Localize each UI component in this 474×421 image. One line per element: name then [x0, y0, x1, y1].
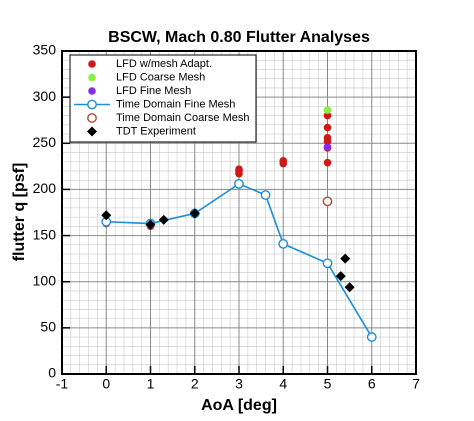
marker	[278, 238, 289, 249]
y-tick-label: 350	[33, 42, 57, 58]
marker	[235, 165, 243, 173]
legend-marker	[87, 126, 97, 137]
marker	[101, 210, 112, 221]
x-axis-label: AoA [deg]	[201, 397, 277, 414]
series-line	[106, 182, 373, 338]
marker	[323, 133, 332, 142]
x-tick-label: 5	[324, 376, 332, 392]
legend-label: LFD w/mesh Adapt.	[116, 58, 212, 70]
chart-title: BSCW, Mach 0.80 Flutter Analyses	[108, 29, 370, 46]
legend-box	[69, 54, 257, 143]
legend: LFD w/mesh Adapt.LFD Coarse Mesh LFD Fine…	[69, 54, 257, 143]
marker	[189, 208, 200, 219]
marker	[323, 123, 332, 132]
marker	[340, 253, 351, 264]
x-tick-label: 3	[235, 376, 243, 392]
x-tick-label: 0	[102, 376, 110, 392]
marker	[234, 178, 244, 189]
marker	[323, 111, 332, 120]
marker	[145, 219, 156, 230]
legend-marker	[87, 99, 97, 110]
y-axis-label: flutter q [psf]	[11, 163, 28, 262]
y-tick-label: 250	[33, 134, 57, 150]
x-tick-label: 7	[412, 376, 420, 392]
y-tick-label: 300	[33, 88, 57, 104]
x-tick-label: 2	[191, 376, 199, 392]
x-tick-label: 1	[147, 376, 155, 392]
x-tick-label: -1	[56, 376, 69, 392]
legend-marker	[88, 73, 96, 82]
legend-label: LFD Coarse Mesh	[116, 71, 205, 83]
y-tick-label: 50	[40, 319, 56, 335]
marker	[366, 332, 377, 342]
legend-label: Time Domain Fine Mesh	[116, 98, 235, 110]
y-tick-label: 150	[33, 226, 57, 242]
marker	[323, 158, 332, 167]
x-tick-label: 4	[279, 376, 287, 392]
y-tick-label: 0	[48, 365, 56, 381]
marker	[279, 157, 288, 165]
legend-label: LFD Fine Mesh	[116, 85, 191, 97]
marker	[322, 196, 333, 207]
marker	[322, 258, 333, 269]
x-tick-label: 6	[368, 376, 376, 392]
y-tick-label: 100	[33, 272, 57, 288]
legend-marker	[88, 87, 96, 95]
marker	[260, 190, 271, 200]
legend-label: TDT Experiment	[116, 125, 196, 137]
marker	[323, 143, 332, 151]
marker	[323, 106, 332, 114]
marker	[335, 271, 346, 282]
marker	[158, 214, 169, 225]
plot-frame	[61, 50, 417, 375]
legend-label: Time Domain Coarse Mesh	[116, 112, 249, 124]
marker	[344, 282, 355, 293]
legend-marker	[87, 113, 97, 123]
legend-marker	[88, 60, 96, 68]
y-tick-label: 200	[33, 180, 57, 196]
